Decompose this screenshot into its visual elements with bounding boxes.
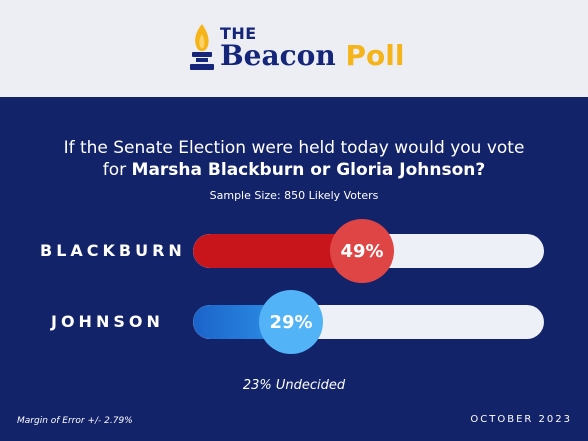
- question-line-2: for Marsha Blackburn or Gloria Johnson?: [0, 160, 588, 180]
- undecided-label: 23% Undecided: [242, 378, 346, 393]
- logo: THE Beacon Poll: [186, 22, 406, 78]
- question-prefix: for: [102, 160, 127, 180]
- bar-track: [193, 305, 544, 339]
- brand-the: THE: [220, 24, 257, 43]
- question-candidates: Marsha Blackburn or Gloria Johnson?: [131, 160, 486, 180]
- sample-size: Sample Size: 850 Likely Voters: [209, 189, 379, 202]
- candidate-label: BLACKBURN: [40, 241, 186, 260]
- question-line-1: If the Senate Election were held today w…: [63, 138, 525, 158]
- header: THE Beacon Poll: [0, 0, 588, 97]
- candidate-label: JOHNSON: [51, 312, 164, 331]
- margin-of-error: Margin of Error +/- 2.79%: [17, 416, 133, 426]
- value-bubble: 49%: [330, 219, 394, 283]
- brand-beacon: Beacon: [220, 39, 336, 72]
- torch-icon: [190, 24, 214, 70]
- brand-poll: Poll: [345, 39, 405, 72]
- poll-panel: [0, 97, 588, 441]
- poll-date: OCTOBER 2023: [470, 414, 572, 425]
- brand-name: Beacon Poll: [220, 39, 404, 72]
- value-bubble: 29%: [259, 290, 323, 354]
